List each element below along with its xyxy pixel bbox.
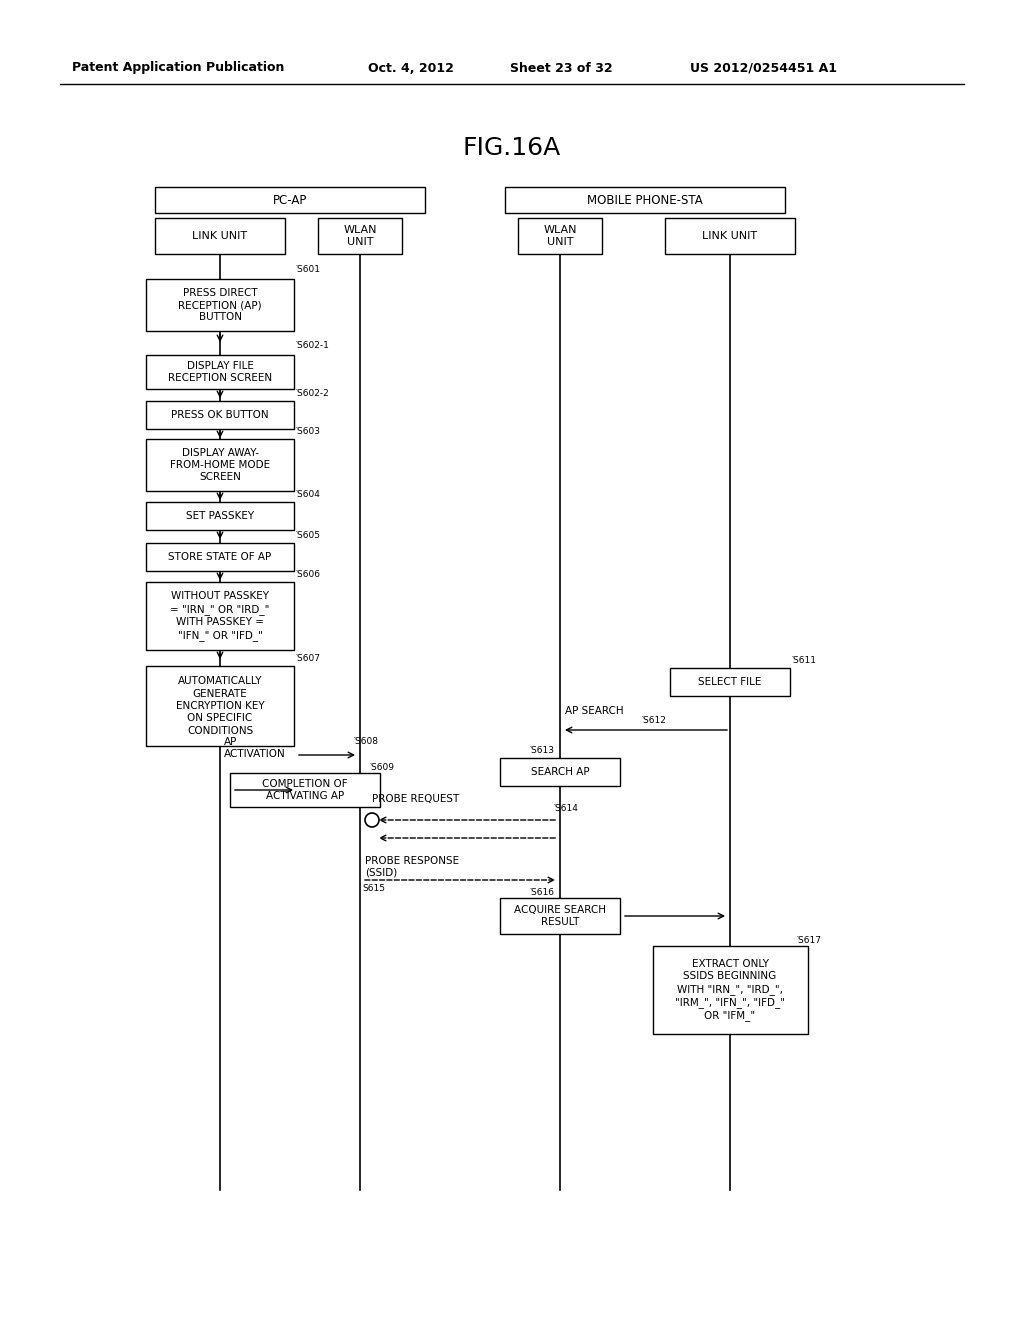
Bar	[518, 218, 602, 253]
Bar	[146, 401, 294, 429]
Text: MOBILE PHONE-STA: MOBILE PHONE-STA	[587, 194, 702, 206]
Bar	[670, 668, 790, 696]
Text: COMPLETION OF
ACTIVATING AP: COMPLETION OF ACTIVATING AP	[262, 779, 348, 801]
Text: AP
ACTIVATION: AP ACTIVATION	[224, 737, 286, 759]
Text: ‵S617: ‵S617	[797, 936, 822, 945]
Text: ‵S612: ‵S612	[642, 715, 667, 725]
Text: ‵S607: ‵S607	[296, 653, 321, 663]
Bar	[652, 946, 808, 1034]
Text: SET PASSKEY: SET PASSKEY	[186, 511, 254, 521]
Text: ‵S601: ‵S601	[296, 265, 321, 275]
Text: ‵S605: ‵S605	[296, 531, 321, 540]
Text: AP SEARCH: AP SEARCH	[565, 706, 624, 715]
Text: PC-AP: PC-AP	[272, 194, 307, 206]
Text: DISPLAY FILE
RECEPTION SCREEN: DISPLAY FILE RECEPTION SCREEN	[168, 360, 272, 383]
Text: ‵S602-1: ‵S602-1	[296, 341, 330, 350]
Bar	[505, 187, 785, 213]
Text: FIG.16A: FIG.16A	[463, 136, 561, 160]
Text: SELECT FILE: SELECT FILE	[698, 677, 762, 686]
Text: ‵S613: ‵S613	[530, 746, 555, 755]
Bar	[146, 582, 294, 649]
Bar	[146, 355, 294, 389]
Text: DISPLAY AWAY-
FROM-HOME MODE
SCREEN: DISPLAY AWAY- FROM-HOME MODE SCREEN	[170, 447, 270, 482]
Text: ‵S606: ‵S606	[296, 570, 321, 579]
Bar	[155, 218, 285, 253]
Text: ‵S616: ‵S616	[530, 888, 555, 898]
Bar	[146, 502, 294, 531]
Text: PRESS DIRECT
RECEPTION (AP)
BUTTON: PRESS DIRECT RECEPTION (AP) BUTTON	[178, 288, 262, 322]
Bar	[146, 279, 294, 331]
Text: ACQUIRE SEARCH
RESULT: ACQUIRE SEARCH RESULT	[514, 904, 606, 927]
Text: ‵S609: ‵S609	[370, 763, 395, 772]
Text: LINK UNIT: LINK UNIT	[193, 231, 248, 242]
Bar	[146, 440, 294, 491]
Text: Oct. 4, 2012: Oct. 4, 2012	[368, 62, 454, 74]
Text: WITHOUT PASSKEY
= "IRN_" OR "IRD_"
WITH PASSKEY =
"IFN_" OR "IFD_": WITHOUT PASSKEY = "IRN_" OR "IRD_" WITH …	[170, 591, 269, 640]
Bar	[500, 758, 620, 785]
Text: ‵S611: ‵S611	[792, 656, 817, 665]
Text: STORE STATE OF AP: STORE STATE OF AP	[168, 552, 271, 562]
Text: ‵S602-2: ‵S602-2	[296, 389, 330, 399]
Text: WLAN
UNIT: WLAN UNIT	[544, 224, 577, 247]
Text: LINK UNIT: LINK UNIT	[702, 231, 758, 242]
Text: US 2012/0254451 A1: US 2012/0254451 A1	[690, 62, 837, 74]
Text: PRESS OK BUTTON: PRESS OK BUTTON	[171, 411, 269, 420]
Bar	[318, 218, 402, 253]
Text: ‵S603: ‵S603	[296, 426, 321, 436]
Text: ‵S608: ‵S608	[354, 737, 379, 746]
Bar	[155, 187, 425, 213]
Text: Sheet 23 of 32: Sheet 23 of 32	[510, 62, 612, 74]
Text: AUTOMATICALLY
GENERATE
ENCRYPTION KEY
ON SPECIFIC
CONDITIONS: AUTOMATICALLY GENERATE ENCRYPTION KEY ON…	[176, 676, 264, 735]
Text: ‵S604: ‵S604	[296, 490, 321, 499]
Text: ‵S614: ‵S614	[554, 804, 579, 813]
Bar	[146, 543, 294, 572]
Bar	[146, 667, 294, 746]
Text: PROBE REQUEST: PROBE REQUEST	[372, 795, 459, 804]
Text: Patent Application Publication: Patent Application Publication	[72, 62, 285, 74]
Text: PROBE RESPONSE
(SSID): PROBE RESPONSE (SSID)	[365, 855, 459, 878]
Text: S615: S615	[362, 884, 385, 894]
Bar	[500, 898, 620, 935]
Text: SEARCH AP: SEARCH AP	[530, 767, 590, 777]
Text: WLAN
UNIT: WLAN UNIT	[343, 224, 377, 247]
Bar	[230, 774, 380, 807]
Text: EXTRACT ONLY
SSIDS BEGINNING
WITH "IRN_", "IRD_",
"IRM_", "IFN_", "IFD_"
OR "IFM: EXTRACT ONLY SSIDS BEGINNING WITH "IRN_"…	[675, 958, 785, 1022]
Bar	[665, 218, 795, 253]
